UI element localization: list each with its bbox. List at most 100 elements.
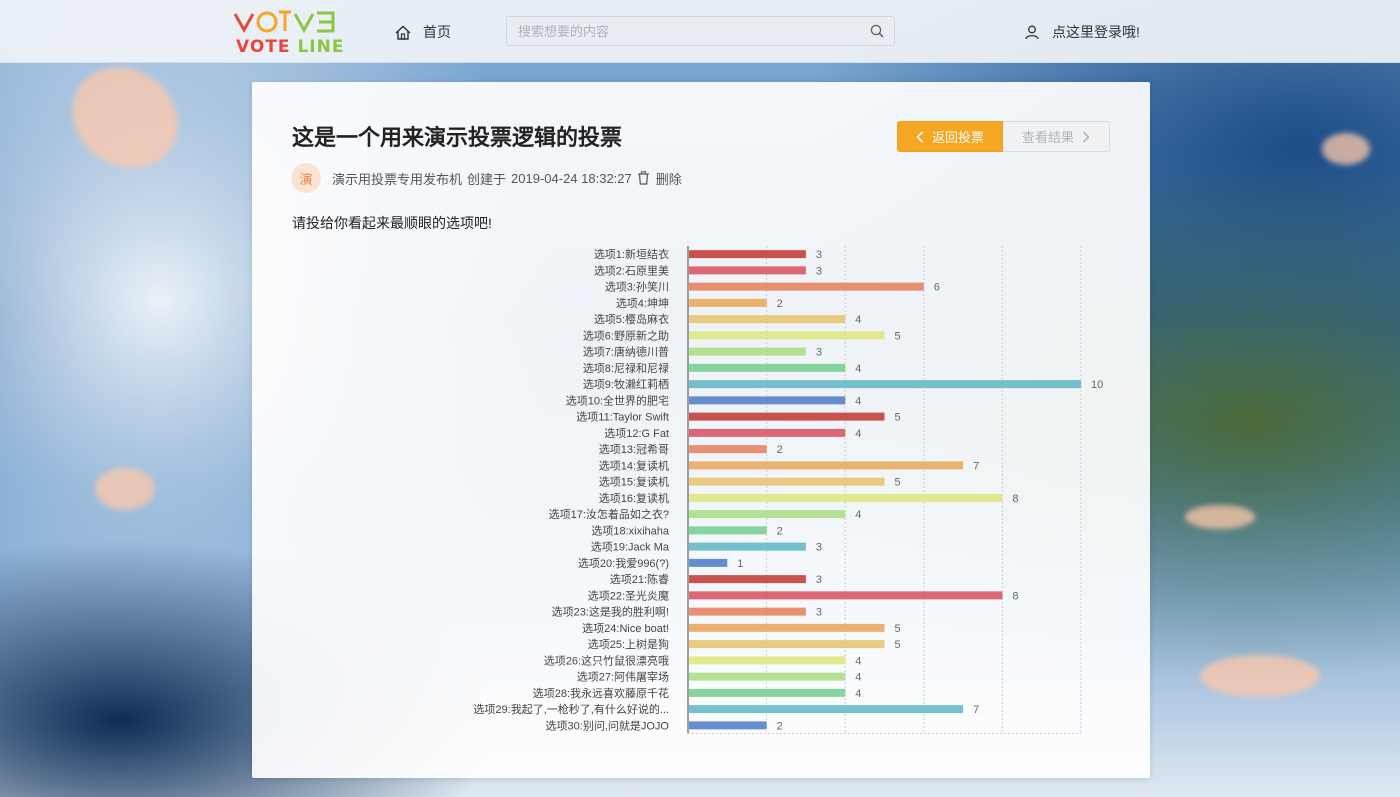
category-label: 选项1:新垣结衣: [594, 247, 669, 261]
bar[interactable]: [689, 266, 806, 275]
view-results-button[interactable]: 查看结果: [1003, 121, 1110, 152]
value-label: 10: [1091, 379, 1103, 391]
bar[interactable]: [689, 461, 964, 470]
bar[interactable]: [689, 315, 846, 324]
value-label: 4: [855, 509, 861, 521]
value-label: 4: [855, 314, 861, 326]
category-label: 选项13:冠希哥: [599, 442, 669, 456]
category-label: 选项19:Jack Ma: [591, 541, 670, 554]
category-label: 选项5:樱岛麻衣: [594, 312, 669, 326]
avatar: 演: [291, 163, 321, 193]
category-label: 选项29:我起了,一枪秒了,有什么好说的...: [473, 702, 669, 716]
bar[interactable]: [689, 607, 806, 616]
created-at: 2019-04-24 18:32:27: [511, 170, 632, 186]
bar[interactable]: [689, 396, 846, 405]
bar[interactable]: [689, 688, 846, 697]
vote-logo-mark: [233, 10, 335, 34]
value-label: 3: [816, 347, 822, 359]
bar[interactable]: [689, 493, 1003, 502]
user-icon: [1025, 25, 1039, 39]
bar[interactable]: [689, 640, 885, 649]
bar[interactable]: [689, 412, 885, 421]
bar[interactable]: [689, 380, 1081, 389]
value-label: 1: [737, 558, 743, 570]
category-label: 选项15:复读机: [599, 475, 669, 489]
category-label: 选项20:我爱996(?): [578, 557, 669, 570]
value-label: 4: [855, 672, 861, 684]
value-label: 4: [855, 655, 861, 667]
category-label: 选项21:陈睿: [610, 572, 669, 586]
category-label: 选项24:Nice boat!: [582, 622, 669, 635]
value-label: 4: [855, 688, 861, 700]
voteline-logo[interactable]: VOTE LINE: [233, 8, 343, 58]
bar[interactable]: [689, 721, 767, 730]
bar[interactable]: [689, 575, 806, 584]
vote-meta: 演 演示用投票专用发布机 创建于 2019-04-24 18:32:27 删除: [291, 163, 682, 193]
value-label: 5: [895, 639, 901, 651]
petal-decoration: [1185, 505, 1255, 529]
login-label: 点这里登录哦!: [1052, 24, 1140, 40]
value-label: 7: [973, 460, 979, 472]
bar[interactable]: [689, 282, 924, 291]
category-label: 选项27:阿伟屠宰场: [577, 670, 669, 684]
category-label: 选项7:唐纳德川普: [583, 345, 669, 359]
delete-link[interactable]: 删除: [655, 171, 682, 187]
bar[interactable]: [689, 477, 885, 486]
trash-icon[interactable]: [637, 171, 650, 185]
bar[interactable]: [689, 526, 767, 535]
petal-decoration: [1322, 133, 1370, 165]
vote-title: 这是一个用来演示投票逻辑的投票: [292, 125, 623, 150]
value-label: 5: [895, 330, 901, 342]
bar[interactable]: [689, 672, 846, 681]
search-input[interactable]: [507, 17, 857, 45]
vote-description: 请投给你看起来最顺眼的选项吧!: [292, 215, 492, 231]
home-icon: [395, 25, 411, 40]
bar[interactable]: [689, 298, 767, 307]
value-label: 3: [816, 265, 822, 277]
bar[interactable]: [689, 331, 885, 340]
category-label: 选项23:这是我的胜利啊!: [552, 605, 669, 619]
value-label: 2: [777, 298, 783, 310]
logo-text: VOTE LINE: [236, 37, 344, 57]
back-to-vote-label: 返回投票: [931, 130, 984, 145]
view-results-label: 查看结果: [1021, 130, 1074, 145]
value-label: 3: [816, 574, 822, 586]
category-label: 选项4:坤坤: [616, 296, 669, 310]
bar[interactable]: [689, 656, 846, 665]
bar[interactable]: [689, 542, 806, 551]
logo-text-line: LINE: [297, 37, 345, 57]
bar[interactable]: [689, 510, 846, 519]
bar[interactable]: [689, 250, 806, 259]
chevron-left-icon: [916, 130, 924, 143]
category-label: 选项11:Taylor Swift: [576, 411, 669, 424]
bar[interactable]: [689, 428, 846, 437]
bar[interactable]: [689, 445, 767, 454]
bar[interactable]: [689, 363, 846, 372]
category-label: 选项30:别问,问就是JOJO: [546, 718, 670, 732]
bar[interactable]: [689, 591, 1003, 600]
category-label: 选项25:上树是狗: [588, 637, 669, 651]
category-label: 选项18:xixihaha: [591, 524, 670, 537]
nav-home-link[interactable]: 首页: [395, 22, 451, 42]
bar[interactable]: [689, 347, 806, 356]
value-label: 7: [973, 704, 979, 716]
category-label: 选项16:复读机: [599, 491, 669, 505]
value-label: 5: [895, 477, 901, 489]
logo-text-vote: VOTE: [236, 37, 291, 57]
category-label: 选项8:尼禄和尼禄: [583, 361, 669, 375]
value-label: 2: [777, 525, 783, 537]
back-to-vote-button[interactable]: 返回投票: [897, 121, 1003, 152]
created-label: 创建于: [467, 171, 507, 187]
nav-home-label: 首页: [423, 24, 451, 40]
category-label: 选项9:牧濑红莉栖: [583, 377, 669, 391]
petal-decoration: [1200, 655, 1320, 697]
category-label: 选项10:全世界的肥宅: [566, 393, 669, 407]
value-label: 2: [777, 720, 783, 732]
search-icon[interactable]: [870, 24, 884, 38]
value-label: 8: [1012, 493, 1018, 505]
login-link[interactable]: 点这里登录哦!: [1025, 22, 1140, 42]
value-label: 6: [934, 282, 940, 294]
bar[interactable]: [689, 558, 728, 567]
bar[interactable]: [689, 705, 964, 714]
bar[interactable]: [689, 623, 885, 632]
